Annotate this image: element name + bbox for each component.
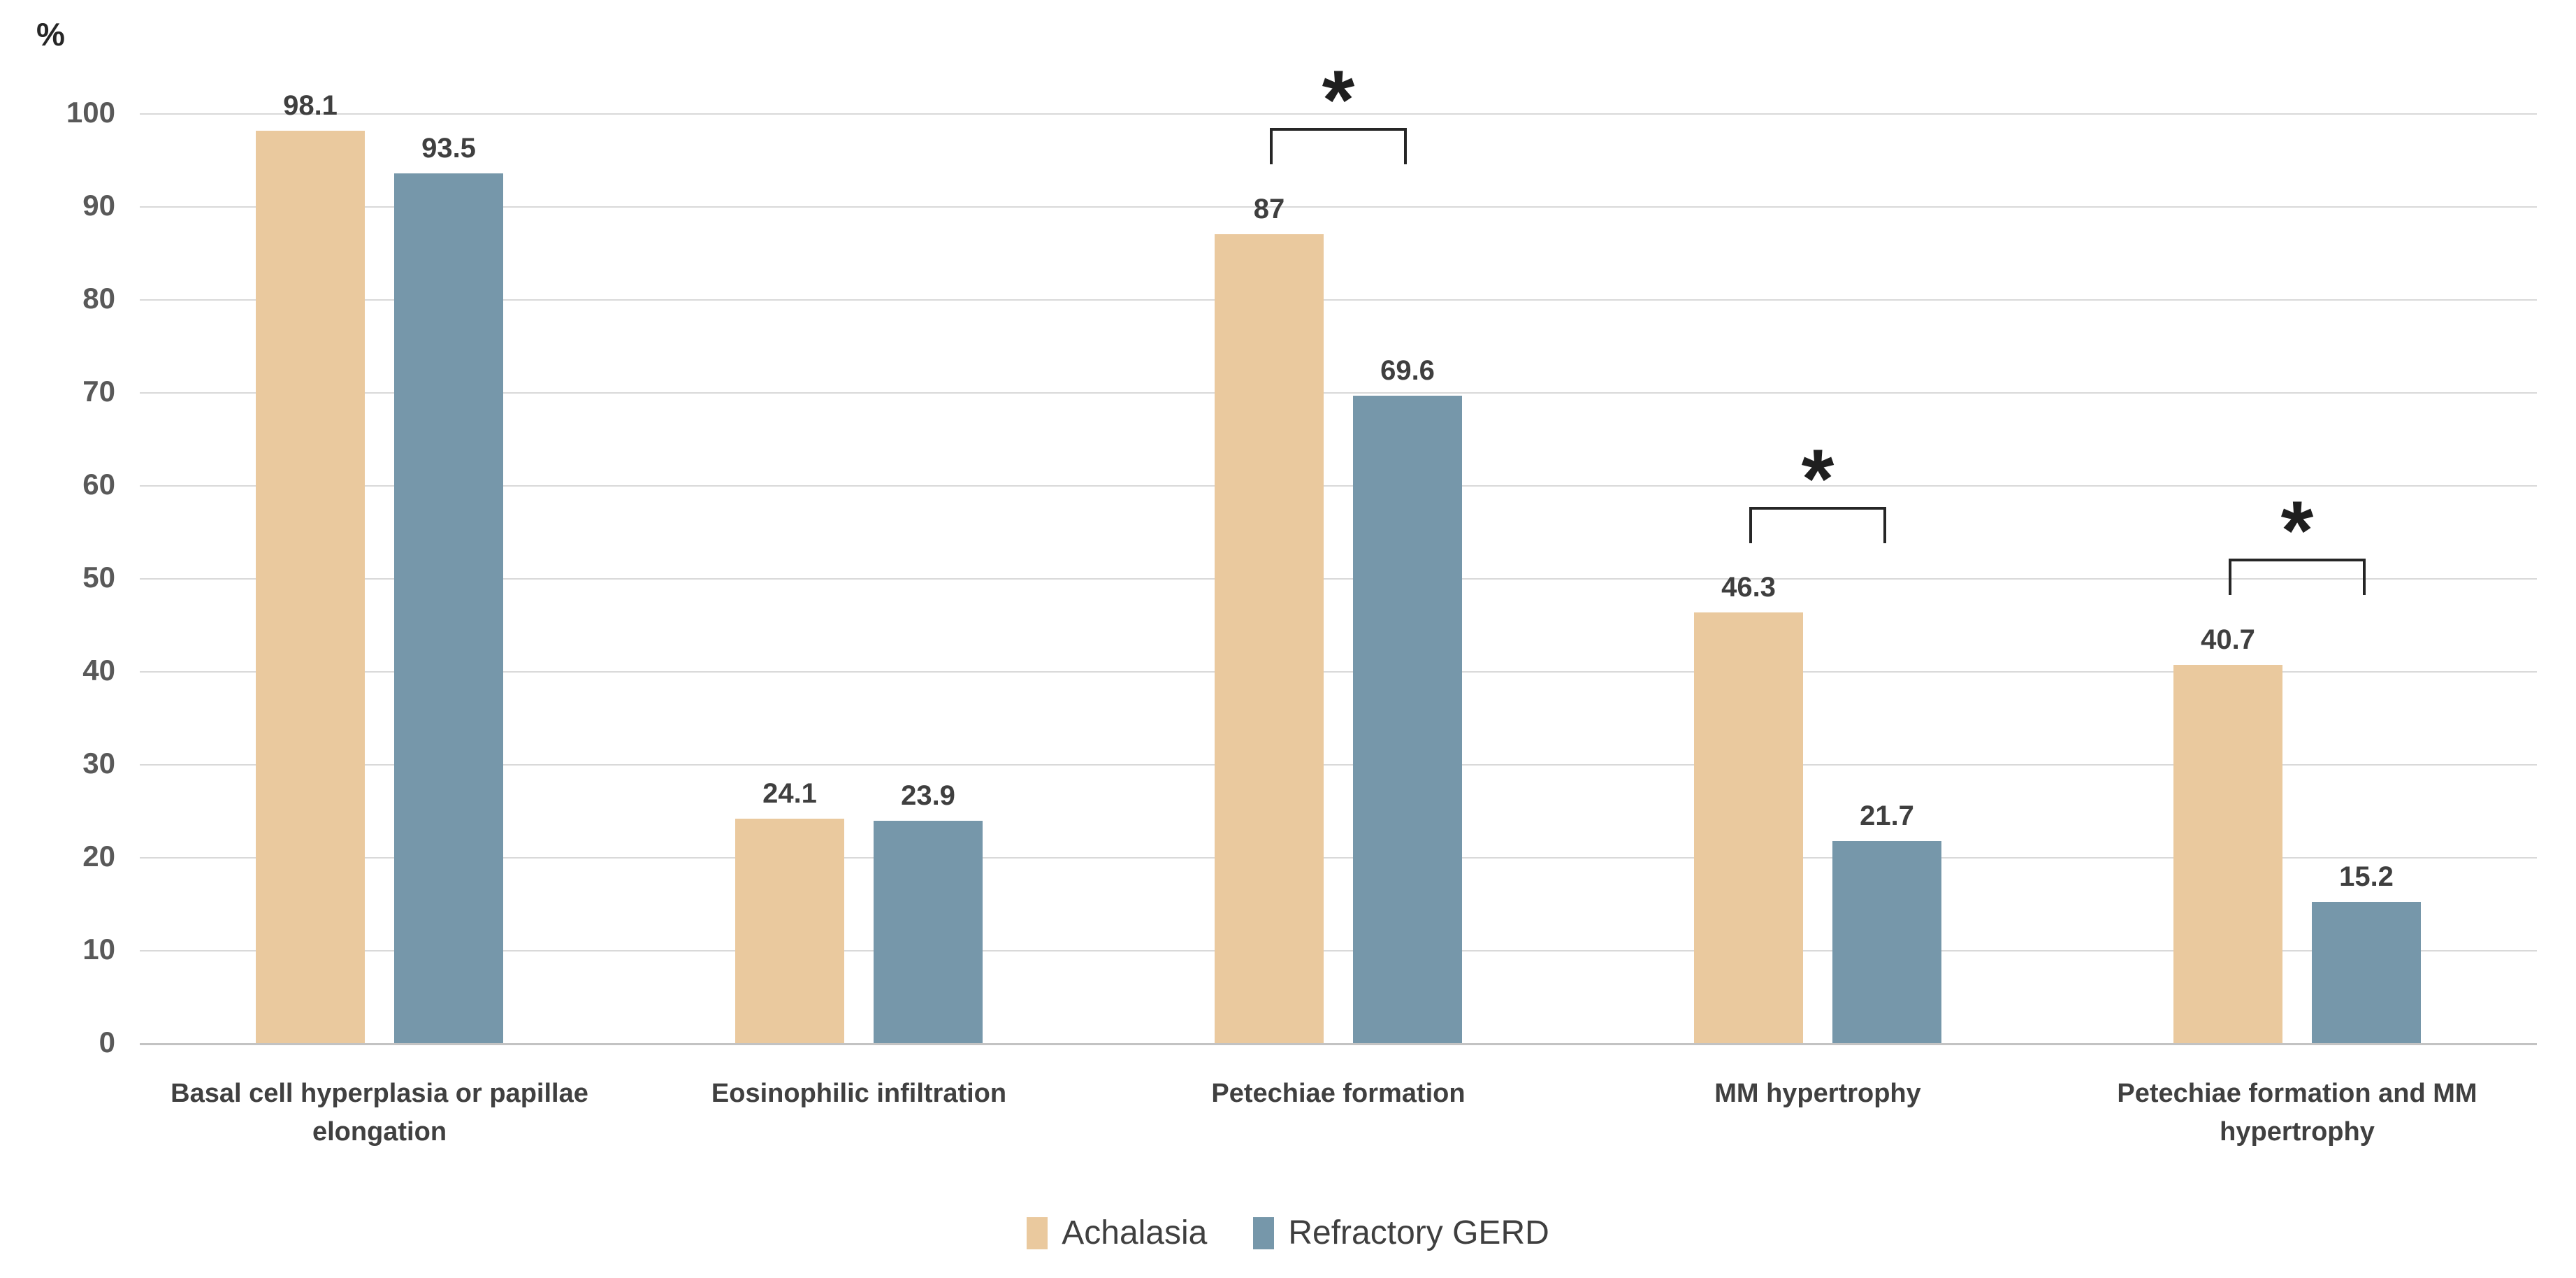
gridline [140, 671, 2537, 673]
gridline [140, 206, 2537, 208]
y-tick-label: 10 [82, 933, 115, 966]
bar-achalasia: 98.1 [256, 92, 365, 1043]
value-label: 15.2 [2339, 861, 2394, 892]
bar-achalasia: 24.1 [735, 780, 844, 1043]
gridline [140, 857, 2537, 859]
value-label: 21.7 [1860, 800, 1914, 832]
category-label: MM hypertrophy [1714, 1079, 1921, 1108]
category-label: Petechiae formation [1211, 1079, 1466, 1108]
y-tick-label: 80 [82, 282, 115, 315]
bar-refractory-gerd: 15.2 [2312, 863, 2421, 1043]
legend-label: Achalasia [1062, 1214, 1208, 1251]
value-label: 23.9 [901, 780, 955, 812]
gridline [140, 299, 2537, 301]
y-tick-label: 0 [99, 1026, 115, 1059]
gridline [140, 764, 2537, 766]
value-label: 69.6 [1380, 355, 1435, 387]
legend-swatch-achalasia [1027, 1217, 1048, 1249]
category-label: Basal cell hyperplasia or papillae elong… [171, 1079, 588, 1147]
y-tick-label: 70 [82, 375, 115, 408]
value-label: 87 [1253, 193, 1285, 224]
legend-item-refractory-gerd: Refractory GERD [1253, 1216, 1549, 1250]
significance-asterisk: * [1322, 53, 1355, 148]
bar-group: 46.3 21.7 [1578, 113, 2057, 1043]
category-label: Eosinophilic infiltration [711, 1079, 1007, 1108]
gridline [140, 578, 2537, 580]
gridline [140, 485, 2537, 487]
plot-area: 98.1 93.5 24.1 23.9 87 69.6 * 46.3 21.7 * 40.7 15.2… [140, 58, 2537, 1045]
bar-achalasia: 46.3 [1694, 573, 1803, 1043]
significance-bracket [2229, 559, 2366, 596]
category-label: Petechiae formation and MM hypertrophy [2117, 1079, 2477, 1147]
legend-label: Refractory GERD [1288, 1214, 1549, 1251]
bar-refractory-gerd: 21.7 [1832, 802, 1941, 1043]
bar-group: 98.1 93.5 [140, 92, 619, 1043]
bar-group: 40.7 15.2 [2057, 113, 2537, 1043]
bar-refractory-gerd: 23.9 [874, 782, 983, 1043]
gridline [140, 392, 2537, 394]
legend-swatch-refractory-gerd [1253, 1217, 1275, 1249]
bar-achalasia: 87 [1215, 195, 1324, 1043]
value-label: 98.1 [283, 90, 338, 122]
y-axis-title: % [36, 16, 65, 52]
bar-group: 87 69.6 [1099, 113, 1578, 1043]
significance-bracket [1270, 128, 1407, 165]
value-label: 40.7 [2201, 624, 2255, 655]
y-tick-label: 60 [82, 468, 115, 501]
value-label: 93.5 [421, 133, 476, 164]
significance-bracket [1749, 506, 1886, 543]
y-tick-label: 100 [66, 96, 115, 129]
gridline [140, 950, 2537, 952]
significance-asterisk: * [2280, 484, 2314, 578]
bar-group: 24.1 23.9 [619, 113, 1099, 1043]
x-axis-line [140, 1043, 2537, 1045]
bar-refractory-gerd: 93.5 [394, 134, 503, 1043]
y-tick-label: 40 [82, 654, 115, 687]
significance-asterisk: * [1801, 431, 1835, 526]
y-tick-label: 30 [82, 747, 115, 780]
legend-item-achalasia: Achalasia [1027, 1216, 1207, 1250]
bar-achalasia: 40.7 [2173, 626, 2282, 1043]
value-label: 46.3 [1721, 572, 1776, 603]
gridline [140, 113, 2537, 115]
y-tick-label: 20 [82, 840, 115, 873]
y-tick-label: 50 [82, 561, 115, 594]
value-label: 24.1 [762, 778, 817, 810]
y-tick-label: 90 [82, 189, 115, 222]
legend: Achalasia Refractory GERD [0, 1216, 2576, 1250]
bar-refractory-gerd: 69.6 [1353, 357, 1462, 1043]
